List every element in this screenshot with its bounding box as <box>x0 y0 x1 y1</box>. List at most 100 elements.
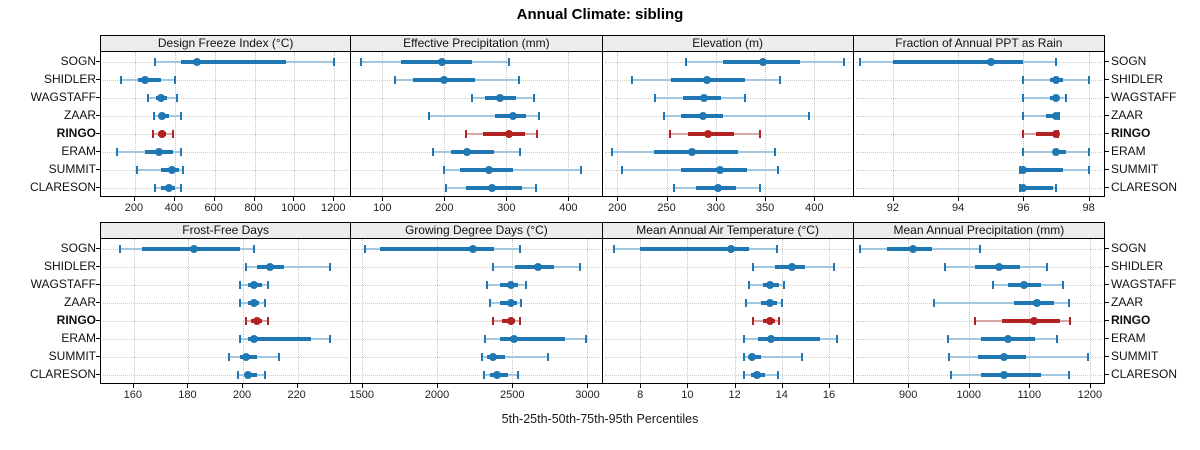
gridline-vertical <box>188 239 190 383</box>
gridline-horizontal <box>604 267 851 268</box>
gridline-vertical <box>968 239 970 383</box>
gridline-vertical <box>666 52 668 196</box>
whisker-cap-5th <box>653 94 656 102</box>
whisker-cap-5th <box>743 371 746 379</box>
median-dot <box>189 245 198 253</box>
site-label-left: ZAAR <box>63 108 96 122</box>
whisker-cap-95th <box>277 353 280 361</box>
panel-strip: Effective Precipitation (mm) <box>351 35 603 52</box>
whisker-cap-5th <box>359 58 362 66</box>
median-dot <box>909 245 918 253</box>
gridline-vertical <box>765 52 767 196</box>
axis-tick-left <box>96 151 100 152</box>
median-dot <box>766 281 774 289</box>
panel <box>853 51 1105 197</box>
axis-tick-right <box>1105 338 1109 339</box>
site-label-right: SUMMIT <box>1111 162 1159 176</box>
gridline-vertical <box>133 239 135 383</box>
site-label-left: SHIDLER <box>43 72 96 86</box>
axis-tick-label: 94 <box>952 202 965 214</box>
whisker-cap-5th <box>611 148 614 156</box>
percentile-box-25-75 <box>758 337 820 341</box>
percentile-box-25-75 <box>500 337 565 341</box>
axis-tick-label: 1000 <box>956 389 982 401</box>
panel-strip: Design Freeze Index (°C) <box>100 35 352 52</box>
whisker-cap-95th <box>263 299 266 307</box>
percentile-box-25-75 <box>482 132 525 136</box>
gridline-horizontal <box>855 98 1102 99</box>
gridline-horizontal <box>353 375 600 376</box>
whisker-cap-95th <box>179 184 182 192</box>
axis-tick-label: 400 <box>559 202 578 214</box>
axis-tick <box>213 197 215 201</box>
median-dot <box>249 281 258 289</box>
median-dot <box>999 353 1008 361</box>
axis-tick-label: 350 <box>755 202 775 214</box>
whisker-cap-5th <box>1022 130 1025 138</box>
whisker-cap-95th <box>517 76 520 84</box>
gridline-horizontal <box>103 134 349 135</box>
axis-tick-right <box>1105 266 1109 267</box>
site-label-left: RINGO <box>56 126 96 140</box>
whisker-cap-95th <box>1055 335 1058 343</box>
whisker-cap-95th <box>776 245 779 253</box>
percentile-box-25-75 <box>400 60 473 64</box>
whisker-cap-5th <box>153 184 156 192</box>
whisker-cap-5th <box>244 263 247 271</box>
median-dot <box>252 317 261 325</box>
gridline-horizontal <box>103 170 349 171</box>
whisker-cap-95th <box>181 166 184 174</box>
panel <box>351 51 603 197</box>
axis-tick-label: 200 <box>232 389 252 401</box>
median-dot <box>1052 112 1061 120</box>
axis-tick-label: 220 <box>287 389 306 401</box>
whisker-cap-95th <box>266 281 269 289</box>
axis-tick <box>253 197 255 201</box>
median-dot <box>1019 184 1028 192</box>
whisker-cap-5th <box>662 112 665 120</box>
median-dot <box>759 58 768 66</box>
whisker-cap-95th <box>777 371 780 379</box>
median-dot <box>506 281 515 289</box>
gridline-horizontal <box>604 303 851 304</box>
axis-tick-left <box>96 302 100 303</box>
whisker-cap-5th <box>135 166 138 174</box>
panel-strip-title: Growing Degree Days (°C) <box>404 223 548 237</box>
median-dot <box>1052 148 1061 156</box>
gridline-vertical <box>1029 239 1031 383</box>
median-dot <box>766 299 774 307</box>
axis-tick-left <box>96 79 100 80</box>
axis-tick-label: 92 <box>886 202 900 214</box>
gridline-horizontal <box>103 303 349 304</box>
percentile-range-5-95 <box>482 356 549 358</box>
whisker-cap-95th <box>778 317 781 325</box>
axis-tick-right <box>1105 133 1109 134</box>
whisker-cap-95th <box>266 317 269 325</box>
axis-tick-right <box>1105 248 1109 249</box>
axis-tick-label: 200 <box>435 202 454 214</box>
median-dot <box>727 245 736 253</box>
axis-tick-label: 3000 <box>575 389 600 401</box>
median-dot <box>1033 299 1042 307</box>
whisker-cap-5th <box>613 245 616 253</box>
site-label-right: RINGO <box>1111 126 1151 140</box>
axis-tick-label: 200 <box>608 202 627 214</box>
median-dot <box>484 166 493 174</box>
whisker-cap-95th <box>1064 94 1067 102</box>
site-label-right: SUMMIT <box>1111 349 1159 363</box>
axis-tick-label: 1500 <box>349 389 375 401</box>
whisker-cap-5th <box>747 281 750 289</box>
axis-tick <box>765 197 767 201</box>
whisker-cap-95th <box>547 353 550 361</box>
whisker-cap-95th <box>773 148 776 156</box>
gridline-horizontal <box>103 98 349 99</box>
whisker-cap-5th <box>685 58 688 66</box>
percentile-range-5-95 <box>245 266 331 268</box>
whisker-cap-5th <box>236 371 239 379</box>
axis-tick-left <box>96 320 100 321</box>
panel <box>351 238 603 384</box>
gridline-vertical <box>1023 52 1025 196</box>
whisker-cap-95th <box>1055 184 1058 192</box>
panel <box>100 51 352 197</box>
gridline-horizontal <box>353 303 600 304</box>
